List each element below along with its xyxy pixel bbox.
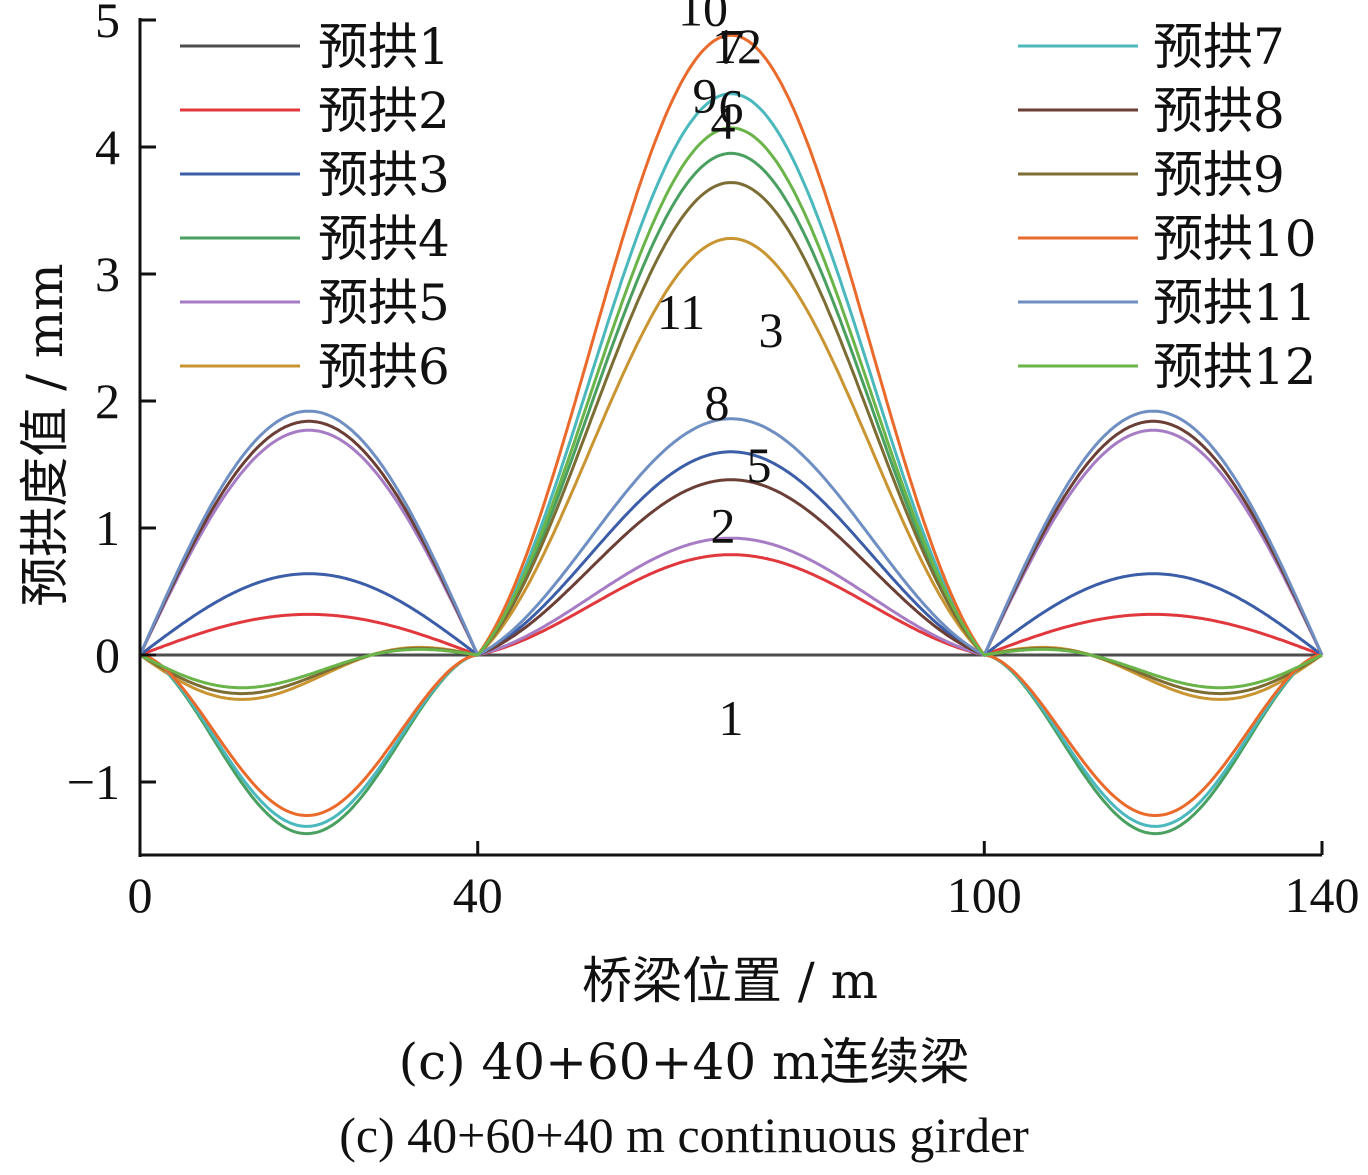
series-line-8 xyxy=(138,419,1324,657)
curve-label-12: 12 xyxy=(712,18,762,74)
curve-label-1: 1 xyxy=(719,690,744,746)
legend-label-2: 预拱2 xyxy=(318,82,450,140)
series-curves xyxy=(138,33,1324,836)
x-tick-label: 0 xyxy=(128,867,153,923)
series-line-7 xyxy=(139,92,1323,828)
y-tick-label: 5 xyxy=(95,0,120,48)
x-tick-label: 140 xyxy=(1285,867,1360,923)
y-axis-title: 预拱度值 / mm xyxy=(16,263,74,606)
legend-label-7: 预拱7 xyxy=(1153,18,1285,76)
curve-label-2: 2 xyxy=(711,498,736,554)
curve-label-6: 6 xyxy=(719,78,744,134)
y-tick-label: −1 xyxy=(67,754,120,810)
series-line-6 xyxy=(139,236,1323,701)
legend-label-3: 预拱3 xyxy=(318,146,450,204)
curve-label-5: 5 xyxy=(747,437,772,493)
series-line-3 xyxy=(139,450,1323,657)
legend-label-4: 预拱4 xyxy=(318,210,450,268)
y-tick-label: 1 xyxy=(95,500,120,556)
series-line-5 xyxy=(138,428,1324,657)
legend-label-10: 预拱10 xyxy=(1153,210,1317,268)
curve-label-3: 3 xyxy=(759,302,784,358)
series-line-9 xyxy=(139,181,1323,696)
series-line-12 xyxy=(139,126,1323,690)
axes xyxy=(138,18,1322,857)
legend-label-5: 预拱5 xyxy=(318,274,450,332)
legend-label-9: 预拱9 xyxy=(1153,146,1285,204)
legend: 预拱1 预拱2 预拱3 预拱4 预拱5 预拱6 预拱7 预拱8 预拱9 预拱10 预拱11 预拱12 xyxy=(180,18,1317,396)
legend-label-12: 预拱12 xyxy=(1153,338,1317,396)
figure-caption-chinese: (c) 40+60+40 m连续梁 xyxy=(398,1033,970,1091)
curve-label-8: 8 xyxy=(705,375,730,431)
series-line-11 xyxy=(138,409,1324,658)
y-tick-label: 3 xyxy=(95,246,120,302)
x-tick-label: 100 xyxy=(947,867,1022,923)
x-axis-title: 桥梁位置 / m xyxy=(582,952,878,1010)
series-line-10 xyxy=(139,33,1323,817)
figure-caption-english: (c) 40+60+40 m continuous girder xyxy=(339,1107,1029,1163)
series-line-4 xyxy=(139,151,1323,836)
x-tick-label: 40 xyxy=(453,867,503,923)
legend-label-6: 预拱6 xyxy=(318,338,450,396)
curve-label-7: 7 xyxy=(719,19,744,75)
legend-label-8: 预拱8 xyxy=(1153,82,1285,140)
legend-label-11: 预拱11 xyxy=(1153,274,1317,332)
y-tick-label: 4 xyxy=(95,119,120,175)
legend-label-1: 预拱1 xyxy=(318,18,450,76)
curve-label-11: 11 xyxy=(657,284,705,340)
curve-label-4: 4 xyxy=(711,93,736,149)
y-tick-label: 0 xyxy=(95,627,120,683)
y-tick-label: 2 xyxy=(95,373,120,429)
series-line-2 xyxy=(139,553,1323,657)
curve-label-9: 9 xyxy=(693,68,718,124)
curve-label-10: 10 xyxy=(678,0,728,36)
